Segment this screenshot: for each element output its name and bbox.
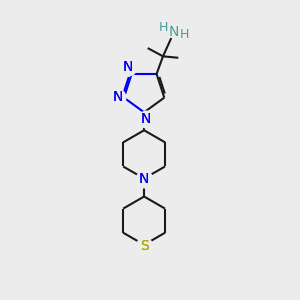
Text: N: N xyxy=(139,172,149,186)
Text: N: N xyxy=(168,25,179,39)
Text: N: N xyxy=(140,112,151,126)
Text: S: S xyxy=(140,239,148,253)
Text: N: N xyxy=(140,112,151,126)
Text: N: N xyxy=(112,90,123,104)
Text: N: N xyxy=(123,61,133,74)
Text: H: H xyxy=(159,21,169,34)
Text: N: N xyxy=(139,172,149,186)
Text: N: N xyxy=(123,61,133,74)
Text: H: H xyxy=(180,28,189,41)
Text: N: N xyxy=(112,90,123,104)
Text: S: S xyxy=(140,239,148,253)
